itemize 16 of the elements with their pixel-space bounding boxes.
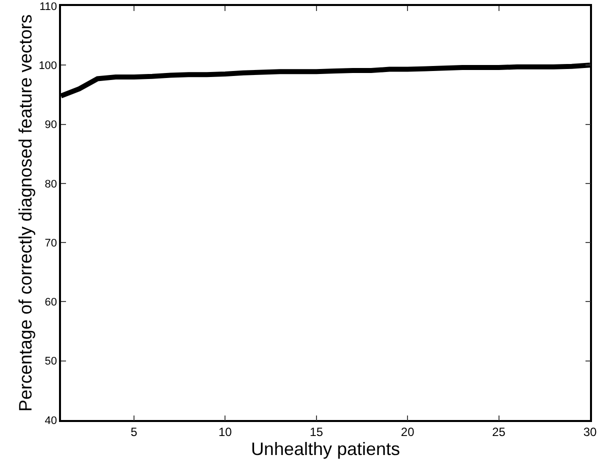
y-tick-label: 80	[44, 178, 58, 190]
y-tick-label: 50	[44, 356, 58, 368]
x-tick-label: 25	[492, 425, 506, 440]
x-tick-label: 30	[583, 425, 597, 440]
y-tick-label: 110	[40, 0, 58, 13]
y-tick-label: 60	[44, 296, 58, 309]
y-axis-title: Percentage of correctly diagnosed feature vectors	[15, 14, 36, 412]
x-axis-title: Unhealthy patients	[250, 439, 400, 460]
y-tick-label: 90	[44, 119, 58, 132]
x-tick-label: 15	[310, 425, 324, 440]
x-tick-label: 5	[130, 425, 138, 440]
y-tick-label: 100	[38, 60, 58, 72]
y-tick-label: 70	[44, 237, 58, 250]
y-tick-label: 40	[44, 414, 58, 427]
x-tick-label: 10	[218, 425, 232, 440]
x-tick-label: 20	[400, 425, 415, 440]
